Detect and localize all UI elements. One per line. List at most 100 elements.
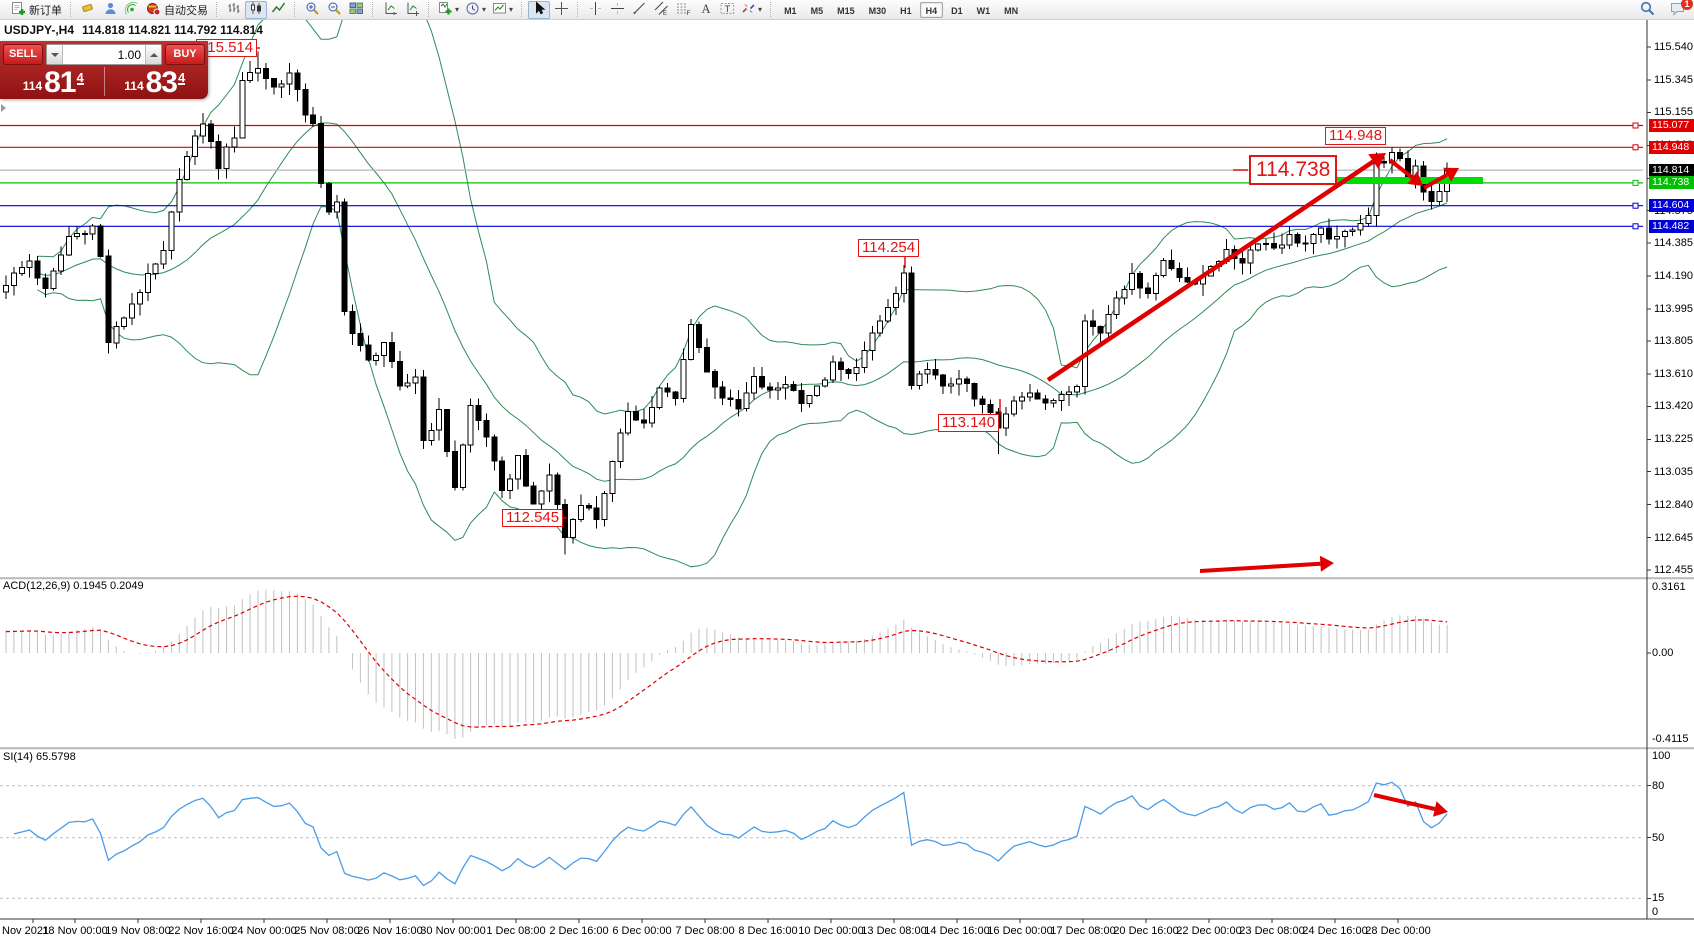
svg-text:A: A [701, 2, 710, 16]
bid-price[interactable]: 114 81 4 [22, 66, 84, 99]
sell-button[interactable]: SELL [3, 44, 43, 65]
timeframe-w1-button[interactable]: W1 [971, 2, 997, 18]
chart-autoscroll-button[interactable] [401, 1, 423, 19]
timeframe-d1-button[interactable]: D1 [945, 2, 969, 18]
vertical-line-button[interactable] [584, 1, 606, 19]
auto-trading-button[interactable]: 自动交易 [143, 1, 211, 19]
volume-input[interactable] [63, 45, 145, 64]
mql5-community-button[interactable] [99, 1, 121, 19]
timeframe-m1-button[interactable]: M1 [778, 2, 803, 18]
volume-decrease-button[interactable] [47, 45, 63, 64]
community-icon [103, 1, 118, 19]
bar-chart-icon [227, 1, 242, 19]
hline-icon [610, 1, 625, 19]
timeframe-mn-button[interactable]: MN [998, 2, 1024, 18]
price-annotation-label[interactable]: 114.254 [858, 239, 920, 257]
periods-button[interactable]: ▾ [462, 1, 489, 19]
volume-increase-button[interactable] [145, 45, 161, 64]
svg-text:F: F [686, 10, 690, 16]
bollinger-bands [37, 0, 1448, 568]
trend-arrows[interactable] [1046, 153, 1459, 817]
timeframe-h1-button[interactable]: H1 [894, 2, 918, 18]
annotation-connectors [253, 47, 1248, 519]
search-button[interactable] [1636, 1, 1658, 19]
dropdown-caret-icon: ▾ [482, 5, 487, 14]
label-icon: T [720, 1, 735, 19]
fibonacci-button[interactable]: F [672, 1, 694, 19]
volume-stepper [46, 44, 162, 65]
notifications-button[interactable]: 1 [1666, 0, 1693, 19]
toolbar-separator [294, 2, 296, 17]
toolbar-separator [577, 2, 579, 17]
candlestick-chart-button[interactable] [245, 0, 267, 19]
cursor-button[interactable] [528, 0, 551, 19]
cursor-icon [532, 0, 547, 19]
timeframe-m5-button[interactable]: M5 [805, 2, 830, 18]
toolbar-separator [770, 2, 772, 17]
timeframe-h4-button[interactable]: H4 [919, 1, 944, 18]
macd-indicator-label: ACD(12,26,9) 0.1945 0.2049 [3, 580, 144, 592]
indicators-icon [438, 1, 453, 19]
rsi-levels [0, 785, 1643, 899]
toolbar-separator [372, 2, 374, 17]
buy-button[interactable]: BUY [165, 44, 205, 65]
timeframe-m30-button[interactable]: M30 [863, 2, 893, 18]
text-label-button[interactable]: T [716, 1, 738, 19]
arrows-button[interactable]: ▾ [738, 1, 765, 19]
indicators-list-button[interactable]: ▾ [435, 1, 462, 19]
new-order-icon [11, 1, 26, 19]
auto-trading-button-label: 自动交易 [164, 4, 208, 17]
rsi-indicator-label: SI(14) 65.5798 [3, 751, 76, 763]
toolbar-separator [428, 2, 430, 17]
ohlc-values: 114.818 114.821 114.792 114.814 [82, 23, 263, 37]
zoom-in-icon [305, 1, 320, 19]
chart-header: USDJPY-,H4 114.818 114.821 114.792 114.81… [4, 23, 271, 37]
bar-chart-button[interactable] [223, 1, 245, 19]
chart-shift-button[interactable] [379, 1, 401, 19]
text-button[interactable]: A [694, 1, 716, 19]
candle-chart-icon [249, 1, 264, 19]
tile-windows-button[interactable] [345, 1, 367, 19]
horizontal-line-button[interactable] [606, 1, 628, 19]
ask-price[interactable]: 114 83 4 [103, 67, 206, 98]
crosshair-button[interactable] [550, 1, 572, 19]
macd-histogram [5, 589, 1448, 739]
price-annotation-label[interactable]: 114.948 [1325, 127, 1387, 145]
main-toolbar: 新订单 自动交易 ▾ ▾ ▾ E F A T ▾ M1 M5 M15 M30 H1 H4 D1 W1 MN 1 [0, 0, 1694, 20]
line-chart-icon [271, 1, 286, 19]
price-annotation-label[interactable]: 115.514 [196, 39, 258, 57]
notification-count-badge: 1 [1681, 0, 1693, 10]
svg-text:E: E [663, 11, 667, 16]
toolbar-separator [521, 2, 523, 17]
panel-collapse-icon[interactable] [1, 104, 6, 112]
zoom-in-button[interactable] [301, 1, 323, 19]
quick-edit-button[interactable] [77, 1, 99, 19]
price-annotation-label[interactable]: 113.140 [938, 414, 1000, 432]
eraser-icon [81, 1, 96, 19]
new-order-button[interactable]: 新订单 [8, 1, 65, 19]
equidistant-channel-button[interactable]: E [650, 1, 672, 19]
signals-icon [124, 1, 140, 19]
templates-button[interactable]: ▾ [489, 1, 516, 19]
timeframe-m15-button[interactable]: M15 [831, 2, 861, 18]
support-zone-bar[interactable] [1337, 177, 1483, 184]
trendline-button[interactable] [628, 1, 650, 19]
toolbar-right-group: 1 [1636, 0, 1693, 19]
line-chart-button[interactable] [267, 1, 289, 19]
signals-button[interactable] [121, 1, 143, 19]
arrows-icon [741, 1, 756, 19]
price-annotation-label[interactable]: 114.738 [1249, 155, 1338, 185]
svg-text:T: T [724, 4, 730, 15]
toolbar-separator [70, 2, 72, 17]
zoom-out-button[interactable] [323, 1, 345, 19]
symbol-period-label: USDJPY-,H4 [4, 23, 75, 37]
crosshair-icon [554, 1, 569, 19]
profile-a-icon [383, 1, 398, 19]
clock-icon [465, 1, 480, 19]
vline-icon [588, 1, 603, 19]
candlesticks [3, 51, 1451, 555]
price-annotation-label[interactable]: 112.545 [502, 509, 564, 527]
